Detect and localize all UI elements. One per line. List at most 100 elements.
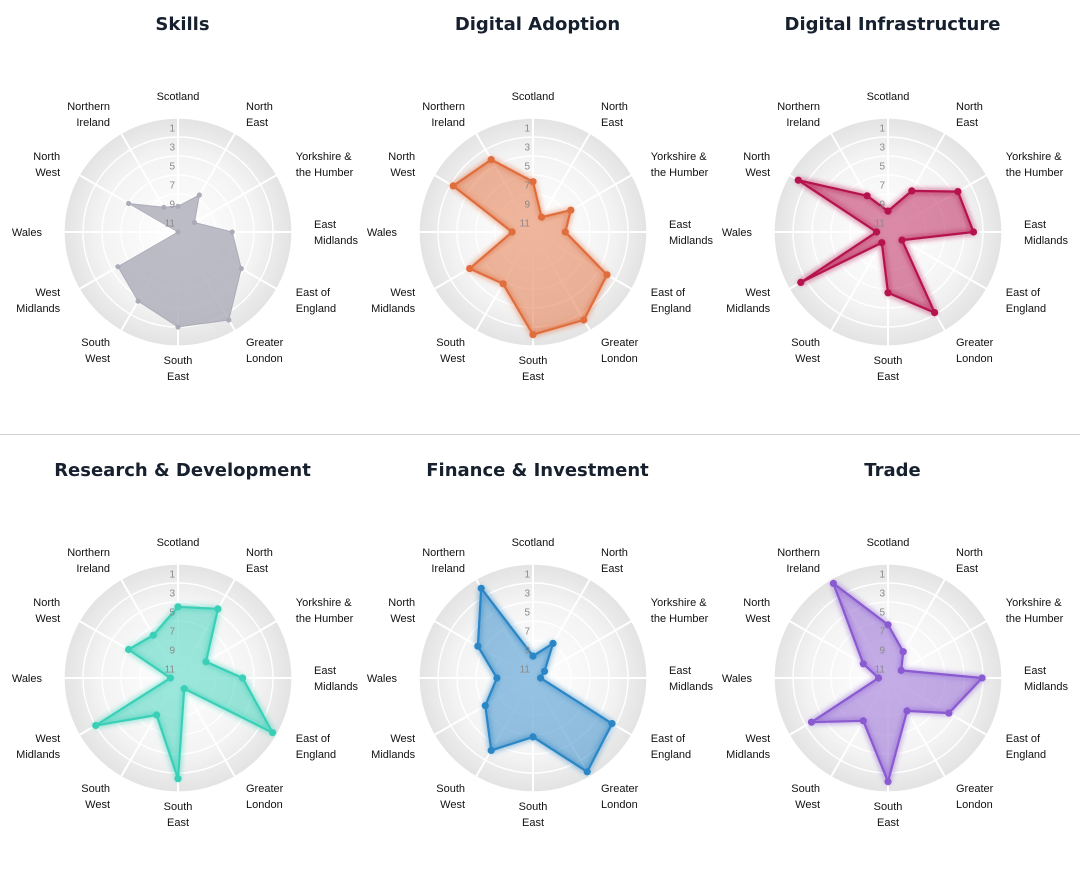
radial-tick-label: 11 <box>520 219 531 230</box>
category-label-wales: Wales <box>722 673 753 685</box>
data-point-east-of-england <box>238 266 244 272</box>
category-label-south-west: South West <box>81 337 110 365</box>
data-point-south-west <box>499 280 507 288</box>
data-point-northern-ireland <box>487 156 495 164</box>
chart-title: Digital Infrastructure <box>784 14 1001 35</box>
radial-tick-label: 7 <box>169 181 175 192</box>
category-label-north-east: North East <box>956 101 983 129</box>
category-label-scotland: Scotland <box>157 91 200 103</box>
data-point-scotland <box>529 178 537 186</box>
data-point-greater-london <box>931 309 939 317</box>
data-point-yorkshire-and-the-humber <box>954 188 962 196</box>
data-point-south-east <box>529 331 537 339</box>
category-label-wales: Wales <box>12 673 43 685</box>
radial-tick-label: 1 <box>524 570 530 581</box>
data-point-east-of-england <box>898 236 906 244</box>
category-label-east-midlands: East Midlands <box>1024 665 1069 693</box>
category-label-north-west: North West <box>388 597 415 625</box>
data-point-east-midlands <box>561 228 569 236</box>
data-point-west-midlands <box>92 721 100 730</box>
radar-spoke <box>830 231 889 332</box>
data-point-west-midlands <box>481 702 489 710</box>
category-label-north-west: North West <box>388 151 415 179</box>
radial-tick-label: 1 <box>169 570 175 581</box>
data-point-northern-ireland <box>149 631 157 639</box>
data-point-greater-london <box>226 317 232 323</box>
data-point-scotland <box>884 207 892 215</box>
data-point-west-midlands <box>115 264 121 270</box>
data-point-scotland <box>174 603 182 611</box>
radar-panel-research-development: Research & Development 1 3 5 7 9 11 Scotland No… <box>5 446 360 866</box>
category-label-yorkshire-and-the-humber: Yorkshire & the Humber <box>296 151 354 179</box>
category-label-east-of-england: East of England <box>651 733 691 761</box>
category-label-greater-london: Greater London <box>601 337 639 365</box>
data-point-south-west <box>487 746 495 754</box>
data-point-south-west <box>878 239 886 247</box>
category-label-south-east: South East <box>519 801 548 829</box>
radar-spoke <box>532 620 633 679</box>
category-label-east-of-england: East of England <box>651 287 691 315</box>
radial-tick-label: 9 <box>524 200 530 211</box>
radar-chart-digital-infrastructure: 1 3 5 7 9 11 Scotland North East Yorkshire & the H… <box>722 91 1069 383</box>
category-label-east-of-england: East of England <box>1006 733 1046 761</box>
data-point-north-west <box>125 645 133 654</box>
data-point-west-midlands <box>797 278 805 286</box>
category-label-scotland: Scotland <box>512 91 555 103</box>
data-point-north-west <box>449 182 457 190</box>
radial-tick-label: 3 <box>524 143 530 154</box>
data-point-north-east <box>899 648 907 656</box>
radar-panel-finance-investment: Finance & Investment 1 3 5 7 9 11 Scotland Nort… <box>360 446 715 866</box>
radial-tick-label: 5 <box>169 162 175 173</box>
data-point-east-of-england <box>945 709 953 717</box>
data-point-north-west <box>126 200 132 207</box>
category-label-south-west: South West <box>436 337 465 365</box>
category-label-yorkshire-and-the-humber: Yorkshire & the Humber <box>296 597 354 625</box>
category-label-north-west: North West <box>33 597 60 625</box>
data-point-northern-ireland <box>161 204 167 210</box>
category-label-north-east: North East <box>246 101 273 129</box>
section-divider <box>0 434 1080 435</box>
data-point-greater-london <box>580 316 588 324</box>
data-point-north-east <box>214 605 222 613</box>
category-label-yorkshire-and-the-humber: Yorkshire & the Humber <box>651 597 709 625</box>
category-label-greater-london: Greater London <box>246 783 284 811</box>
radial-tick-label: 1 <box>524 124 530 135</box>
data-point-yorkshire-and-the-humber <box>191 219 198 226</box>
category-label-north-west: North West <box>33 151 60 179</box>
category-label-north-east: North East <box>956 547 983 575</box>
data-point-south-east <box>884 778 892 786</box>
radar-chart-finance-investment: 1 3 5 7 9 11 Scotland North East Yorkshire & the H… <box>367 537 714 829</box>
chart-title: Digital Adoption <box>454 14 621 35</box>
radial-tick-label: 3 <box>169 589 175 600</box>
radial-tick-label: 7 <box>879 627 885 638</box>
radar-panel-skills: Skills 1 3 5 7 9 11 Scotland North East Yorkshire… <box>5 0 360 420</box>
category-label-west-midlands: West Midlands <box>371 733 416 761</box>
category-label-west-midlands: West Midlands <box>726 733 771 761</box>
category-label-west-midlands: West Midlands <box>726 287 771 315</box>
data-point-wales <box>873 228 881 236</box>
data-point-northern-ireland <box>863 192 871 200</box>
category-label-south-west: South West <box>791 337 820 365</box>
data-point-south-east <box>884 289 892 297</box>
category-label-northern-ireland: Northern Ireland <box>67 101 110 129</box>
category-label-west-midlands: West Midlands <box>16 287 61 315</box>
data-point-scotland <box>884 621 892 629</box>
category-label-east-of-england: East of England <box>296 733 336 761</box>
radial-tick-label: 9 <box>879 646 885 657</box>
category-label-east-midlands: East Midlands <box>314 665 359 693</box>
category-label-south-east: South East <box>519 355 548 383</box>
radial-tick-label: 11 <box>165 665 176 676</box>
category-label-south-east: South East <box>164 801 193 829</box>
category-label-northern-ireland: Northern Ireland <box>777 101 820 129</box>
category-label-scotland: Scotland <box>157 537 200 549</box>
category-label-yorkshire-and-the-humber: Yorkshire & the Humber <box>1006 597 1064 625</box>
data-point-wales <box>166 674 174 682</box>
data-point-wales <box>508 228 516 236</box>
category-label-greater-london: Greater London <box>956 783 994 811</box>
radial-tick-label: 9 <box>169 646 175 657</box>
radial-tick-label: 3 <box>879 589 885 600</box>
radial-tick-label: 11 <box>875 219 886 230</box>
data-point-north-east <box>549 639 557 647</box>
data-point-north-west <box>794 176 802 184</box>
radial-tick-label: 3 <box>879 143 885 154</box>
